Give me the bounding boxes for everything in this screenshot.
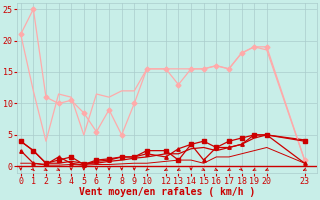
X-axis label: Vent moyen/en rafales ( km/h ): Vent moyen/en rafales ( km/h ) [79, 187, 255, 197]
